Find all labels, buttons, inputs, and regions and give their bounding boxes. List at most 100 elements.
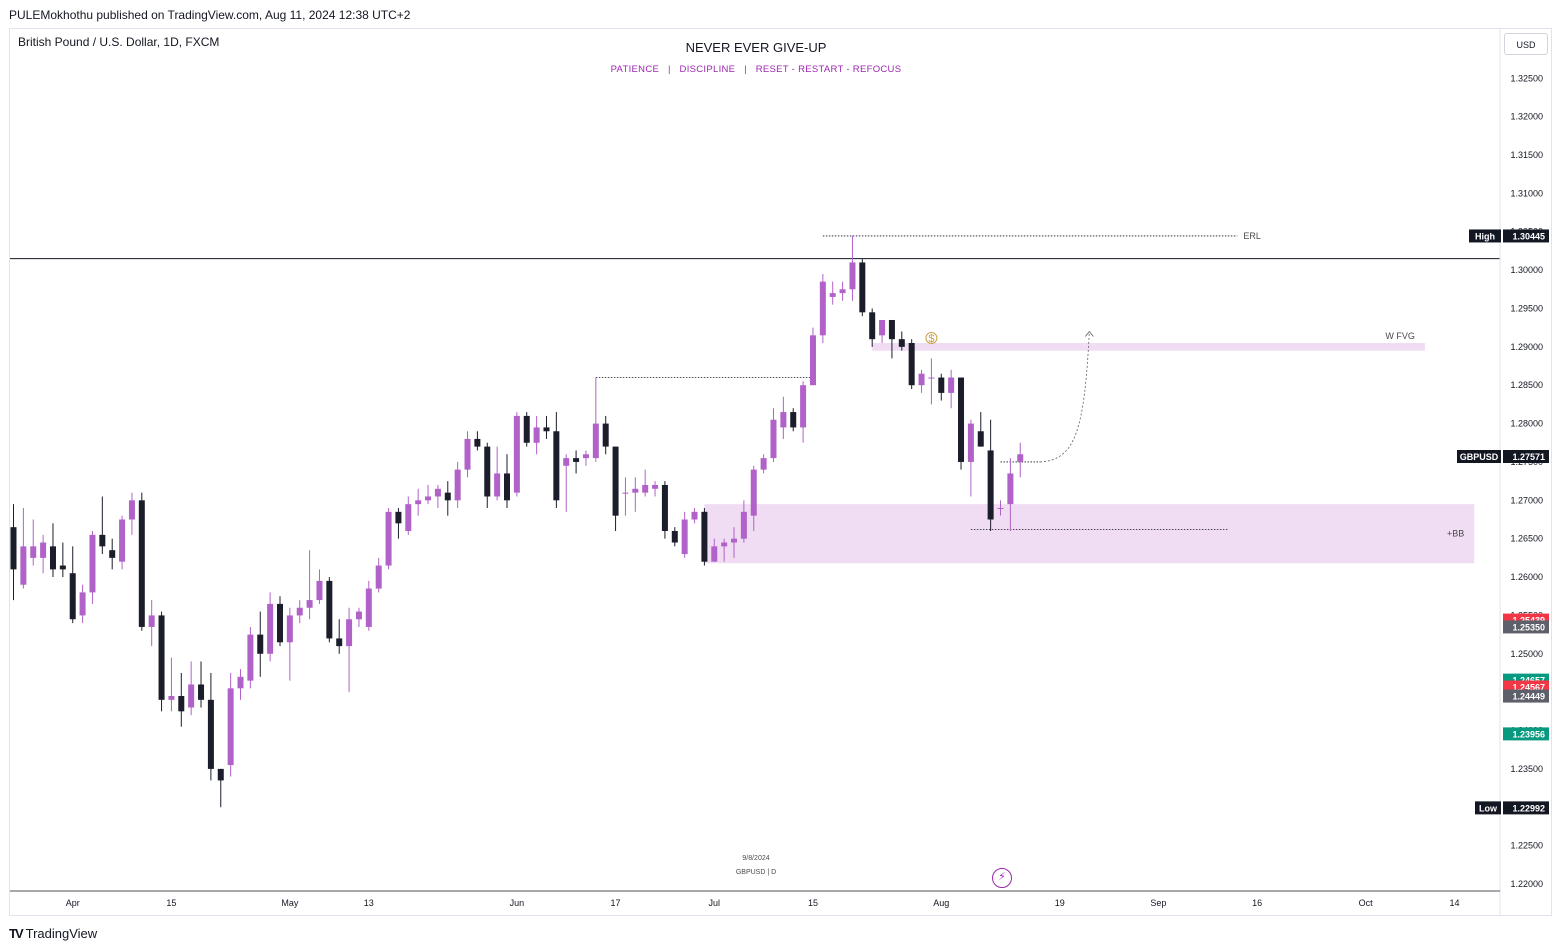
candle-body [306, 600, 313, 608]
candle-body [622, 492, 629, 494]
candle [365, 580, 372, 631]
price-tick-label: 1.25000 [1510, 649, 1543, 659]
candle [908, 339, 915, 390]
candle [99, 496, 106, 555]
candle [415, 488, 422, 516]
candle [809, 327, 816, 386]
candle [967, 419, 974, 497]
price-label-value: 1.27571 [1512, 452, 1545, 462]
candle-body [267, 603, 274, 654]
price-label-value: 1.24449 [1512, 692, 1545, 702]
price-tick-label: 1.32500 [1510, 73, 1543, 83]
candle [454, 461, 461, 508]
candle-body [355, 611, 362, 620]
candle [89, 531, 96, 604]
zone--bb [704, 504, 1475, 564]
candle-body [148, 615, 155, 627]
time-tick-label: Sep [1150, 898, 1166, 908]
candle [592, 377, 599, 462]
candle [740, 500, 747, 543]
candle [780, 396, 787, 439]
candle-body [247, 634, 254, 681]
candle-body [839, 289, 846, 294]
candle [494, 446, 501, 501]
candle-body [109, 550, 116, 558]
symbol-title[interactable]: British Pound / U.S. Dollar, 1D, FXCM [18, 35, 220, 49]
price-label-bg [1503, 449, 1549, 463]
candle [128, 492, 135, 535]
candle-body [168, 695, 175, 700]
candle [385, 507, 392, 570]
candle-body [760, 458, 767, 470]
candle [819, 273, 826, 344]
price-tick-label: 1.31000 [1510, 188, 1543, 198]
price-label-prefix: Low [1479, 803, 1498, 813]
price-tick-label: 1.30000 [1510, 265, 1543, 275]
candle-body [809, 335, 816, 386]
candle-body [1017, 454, 1024, 462]
price-axis: 1.220001.225001.230001.235001.240001.245… [1499, 29, 1543, 916]
candle [750, 465, 757, 532]
time-tick-label: May [281, 898, 299, 908]
candle-body [829, 293, 836, 297]
price-label-prefix-bg [1457, 449, 1501, 463]
candle [859, 258, 866, 317]
candle-body [888, 319, 895, 340]
candle-body [790, 412, 797, 428]
price-label-value: 1.23956 [1512, 729, 1545, 739]
candle [336, 619, 343, 654]
candle-body [494, 473, 501, 497]
lightning-icon[interactable]: ⚡ [992, 868, 1012, 888]
candle-body [592, 423, 599, 459]
candle-body [20, 546, 27, 585]
candle-body [997, 507, 1004, 509]
candle-body [316, 580, 323, 601]
candle-body [533, 427, 540, 443]
price-tick-label: 1.22500 [1510, 841, 1543, 851]
candle [800, 381, 807, 443]
candle-body [661, 484, 668, 532]
candle-body [484, 446, 491, 497]
candle [247, 626, 254, 689]
tradingview-logo[interactable]: TV TradingView [9, 926, 97, 941]
candle-body [780, 412, 787, 428]
price-tick-label: 1.26500 [1510, 534, 1543, 544]
time-axis: Apr 15 May 13 Jun 17 Jul 15 Aug 19 Sep 16 Oct 14 [10, 890, 1500, 908]
candle [849, 235, 856, 301]
candle-body [444, 492, 451, 501]
candle [316, 569, 323, 604]
candle-body [711, 546, 718, 562]
candle [533, 415, 540, 455]
price-tick-label: 1.28000 [1510, 419, 1543, 429]
candle [10, 504, 17, 601]
candle-body [849, 262, 856, 290]
price-tick-label: 1.31500 [1510, 150, 1543, 160]
candle-body [523, 415, 530, 443]
candle-body [296, 607, 303, 616]
chart-subtitle: PATIENCE | DISCIPLINE | RESET - RESTART … [610, 64, 902, 75]
chart-zones [704, 343, 1475, 564]
candle-body [395, 511, 402, 524]
candle [198, 661, 205, 708]
candle-body [158, 615, 165, 700]
candle-body [198, 684, 205, 700]
candle [602, 415, 609, 455]
time-tick-label: 16 [1252, 898, 1262, 908]
candle [1007, 458, 1014, 532]
watermark-symbol: GBPUSD | D [735, 869, 777, 876]
candle-body [582, 454, 589, 459]
candle-body [770, 419, 777, 459]
candle-body [928, 377, 935, 379]
price-label-bg [1503, 801, 1549, 815]
candle-body [879, 319, 886, 336]
price-label-bg [1503, 727, 1549, 741]
candle-body [286, 615, 293, 643]
time-tick-label: 13 [364, 898, 374, 908]
candle-body [59, 565, 66, 570]
candle-body [819, 281, 826, 336]
candle-body [750, 469, 757, 516]
currency-button[interactable]: USD [1504, 33, 1548, 55]
price-tick-label: 1.28500 [1510, 380, 1543, 390]
candle-body [257, 634, 264, 654]
